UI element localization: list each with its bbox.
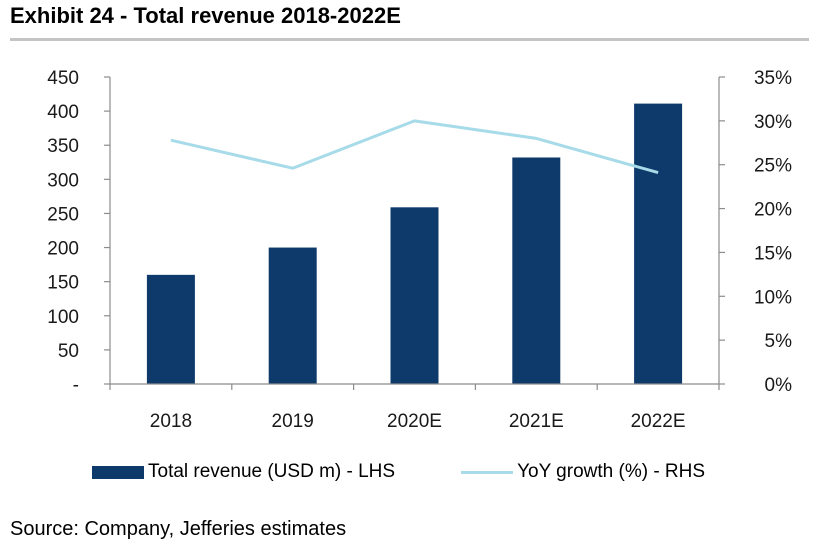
left-axis-ticks: - 50 100 150 200 250 300 350 400 450 xyxy=(47,68,110,396)
legend-label-revenue: Total revenue (USD m) - LHS xyxy=(148,461,396,482)
legend-swatch-line xyxy=(461,470,514,474)
bar-series xyxy=(146,103,683,385)
bar-2020E xyxy=(390,207,439,384)
right-tick-label: 30% xyxy=(754,112,792,133)
x-axis-ticks: 2018 2019 2020E 2021E 2022E xyxy=(150,411,686,432)
bar-2018 xyxy=(146,274,195,384)
title-divider xyxy=(10,38,809,41)
legend-label-growth: YoY growth (%) - RHS xyxy=(517,461,706,482)
left-tick-label: 450 xyxy=(47,68,79,89)
legend: Total revenue (USD m) - LHS YoY growth (… xyxy=(92,459,705,485)
source-note: Source: Company, Jefferies estimates xyxy=(10,518,347,540)
x-tick-label: 2018 xyxy=(150,411,192,432)
x-tick-label: 2019 xyxy=(272,411,314,432)
legend-item-growth: YoY growth (%) - RHS xyxy=(461,461,705,483)
right-axis-ticks: 0% 5% 10% 15% 20% 25% 30% 35% xyxy=(719,68,792,396)
revenue-chart: - 50 100 150 200 250 300 350 400 450 0% 5% 10% 15% 20… xyxy=(47,68,792,432)
growth-line xyxy=(170,119,659,175)
chart-title: Exhibit 24 - Total revenue 2018-2022E xyxy=(10,3,401,28)
legend-swatch-bar xyxy=(92,465,144,479)
left-tick-label: 100 xyxy=(47,307,79,328)
legend-item-revenue: Total revenue (USD m) - LHS xyxy=(92,461,395,483)
line-series xyxy=(170,119,659,175)
left-tick-label: 50 xyxy=(58,341,79,362)
left-tick-label: - xyxy=(73,375,79,396)
bar-2021E xyxy=(512,157,561,384)
x-tick-label: 2021E xyxy=(509,411,564,432)
x-tick-label: 2020E xyxy=(387,411,442,432)
left-tick-label: 350 xyxy=(47,136,79,157)
bar-2022E xyxy=(634,103,683,385)
bar-2019 xyxy=(268,247,317,384)
axes xyxy=(109,77,720,390)
left-tick-label: 250 xyxy=(47,204,79,225)
right-tick-label: 35% xyxy=(754,68,792,89)
right-tick-label: 15% xyxy=(754,243,792,264)
left-tick-label: 300 xyxy=(47,170,79,191)
right-tick-label: 20% xyxy=(754,200,792,221)
right-tick-label: 5% xyxy=(765,331,793,352)
right-tick-label: 0% xyxy=(765,375,793,396)
right-tick-label: 25% xyxy=(754,156,792,177)
right-tick-label: 10% xyxy=(754,287,792,308)
left-tick-label: 400 xyxy=(47,102,79,123)
x-tick-label: 2022E xyxy=(631,411,686,432)
left-tick-label: 150 xyxy=(47,273,79,294)
left-tick-label: 200 xyxy=(47,239,79,260)
